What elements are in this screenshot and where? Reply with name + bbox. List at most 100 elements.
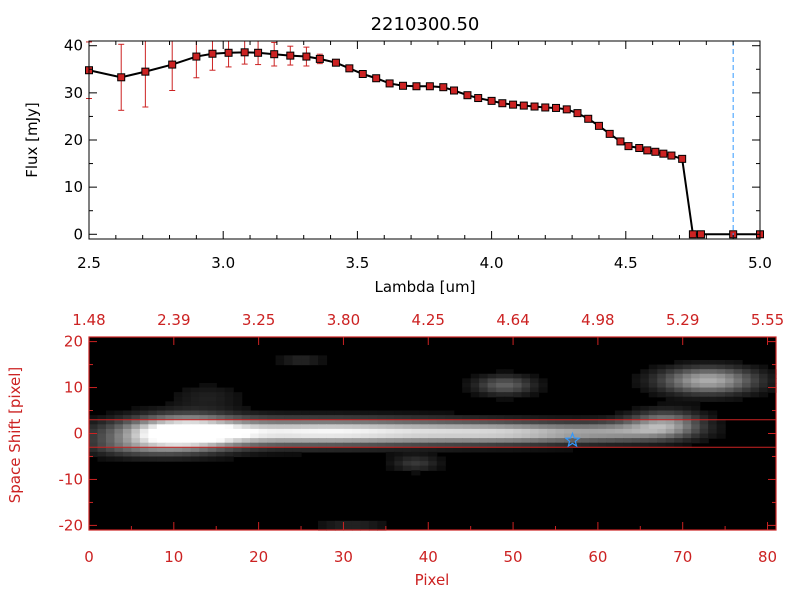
image-pixel — [207, 424, 217, 430]
image-pixel — [631, 433, 641, 439]
flux-point — [439, 83, 448, 92]
image-pixel — [631, 419, 641, 425]
image-pixel — [199, 419, 209, 425]
image-pixel — [292, 410, 302, 416]
image-pixel — [241, 433, 251, 439]
image-pixel — [572, 442, 582, 448]
image-pixel — [284, 451, 294, 458]
image-pixel — [360, 424, 370, 430]
image-pixel — [665, 382, 675, 389]
image-pixel — [419, 451, 429, 458]
image-pixel — [479, 447, 489, 453]
image-pixel — [148, 433, 158, 439]
image-pixel — [148, 419, 158, 425]
image-pixel — [614, 433, 624, 439]
flux-point — [208, 49, 217, 58]
image-pixel — [284, 410, 294, 416]
image-pixel — [521, 373, 531, 379]
x-tick-label: 2.5 — [77, 254, 101, 272]
image-pixel — [453, 415, 463, 421]
image-pixel — [742, 387, 752, 393]
image-pixel — [97, 438, 107, 444]
image-pixel — [224, 415, 234, 421]
image-pixel — [674, 382, 684, 389]
image-pixel — [377, 520, 387, 527]
image-pixel — [105, 410, 116, 416]
image-pixel — [216, 387, 226, 393]
image-pixel — [657, 410, 667, 416]
image-pixel — [173, 428, 183, 435]
image-pixel — [657, 405, 667, 412]
image-pixel — [674, 392, 684, 398]
image-pixel — [385, 415, 395, 421]
image-pixel — [122, 442, 133, 448]
image-pixel — [224, 392, 234, 398]
image-pixel — [275, 359, 285, 366]
image-pixel — [199, 405, 209, 412]
image-pixel — [165, 428, 175, 435]
image-pixel — [547, 424, 557, 430]
image-pixel — [496, 428, 506, 435]
image-pixel — [216, 415, 226, 421]
flux-point — [270, 50, 279, 59]
image-pixel — [496, 373, 506, 379]
image-pixel — [750, 364, 760, 370]
image-pixel — [402, 433, 412, 439]
image-pixel — [190, 387, 200, 393]
image-pixel — [682, 405, 692, 412]
image-pixel — [182, 442, 192, 448]
image-pixel — [343, 447, 353, 453]
image-pixel — [657, 387, 667, 393]
image-pixel — [572, 424, 582, 430]
image-pixel — [224, 447, 234, 453]
image-pixel — [674, 364, 684, 370]
image-pixel — [563, 433, 574, 439]
image-pixel — [97, 433, 107, 439]
image-pixel — [563, 424, 574, 430]
image-pixel — [640, 378, 650, 384]
image-pixel — [216, 396, 226, 402]
top-x-tick-label: 5.55 — [751, 311, 784, 329]
image-pixel — [682, 378, 692, 384]
image-pixel — [674, 401, 684, 407]
image-pixel — [742, 382, 752, 389]
image-pixel — [190, 438, 200, 444]
image-pixel — [665, 405, 675, 412]
image-pixel — [114, 447, 124, 453]
image-pixel — [436, 465, 446, 471]
image-pixel — [631, 405, 641, 412]
image-pixel — [606, 442, 616, 448]
image-pixel — [122, 410, 133, 416]
image-pixel — [97, 456, 107, 462]
flux-point — [659, 149, 668, 158]
image-pixel — [105, 419, 116, 425]
image-pixel — [241, 447, 251, 453]
image-pixel — [241, 451, 251, 458]
image-pixel — [742, 378, 752, 384]
image-pixel — [699, 382, 709, 389]
image-pixel — [182, 387, 192, 393]
image-pixel — [555, 442, 565, 448]
image-pixel — [360, 520, 370, 527]
image-pixel — [284, 424, 294, 430]
image-pixel — [411, 419, 421, 425]
image-pixel — [216, 433, 226, 439]
image-pixel — [131, 447, 141, 453]
image-pixel — [453, 424, 463, 430]
extraction-lines — [89, 419, 776, 448]
image-pixel — [377, 433, 387, 439]
image-pixel — [402, 456, 412, 462]
image-pixel — [326, 410, 336, 416]
image-pixel — [470, 378, 480, 384]
image-pixel — [233, 396, 243, 402]
image-pixel — [487, 438, 497, 444]
image-pixel — [216, 447, 226, 453]
image-pixel — [394, 461, 404, 467]
image-pixel — [284, 419, 294, 425]
image-pixel — [343, 520, 353, 527]
image-pixel — [334, 438, 345, 444]
image-pixel — [648, 369, 658, 375]
image-pixel — [377, 424, 387, 430]
image-pixel — [190, 428, 200, 435]
flux-point — [487, 96, 496, 105]
